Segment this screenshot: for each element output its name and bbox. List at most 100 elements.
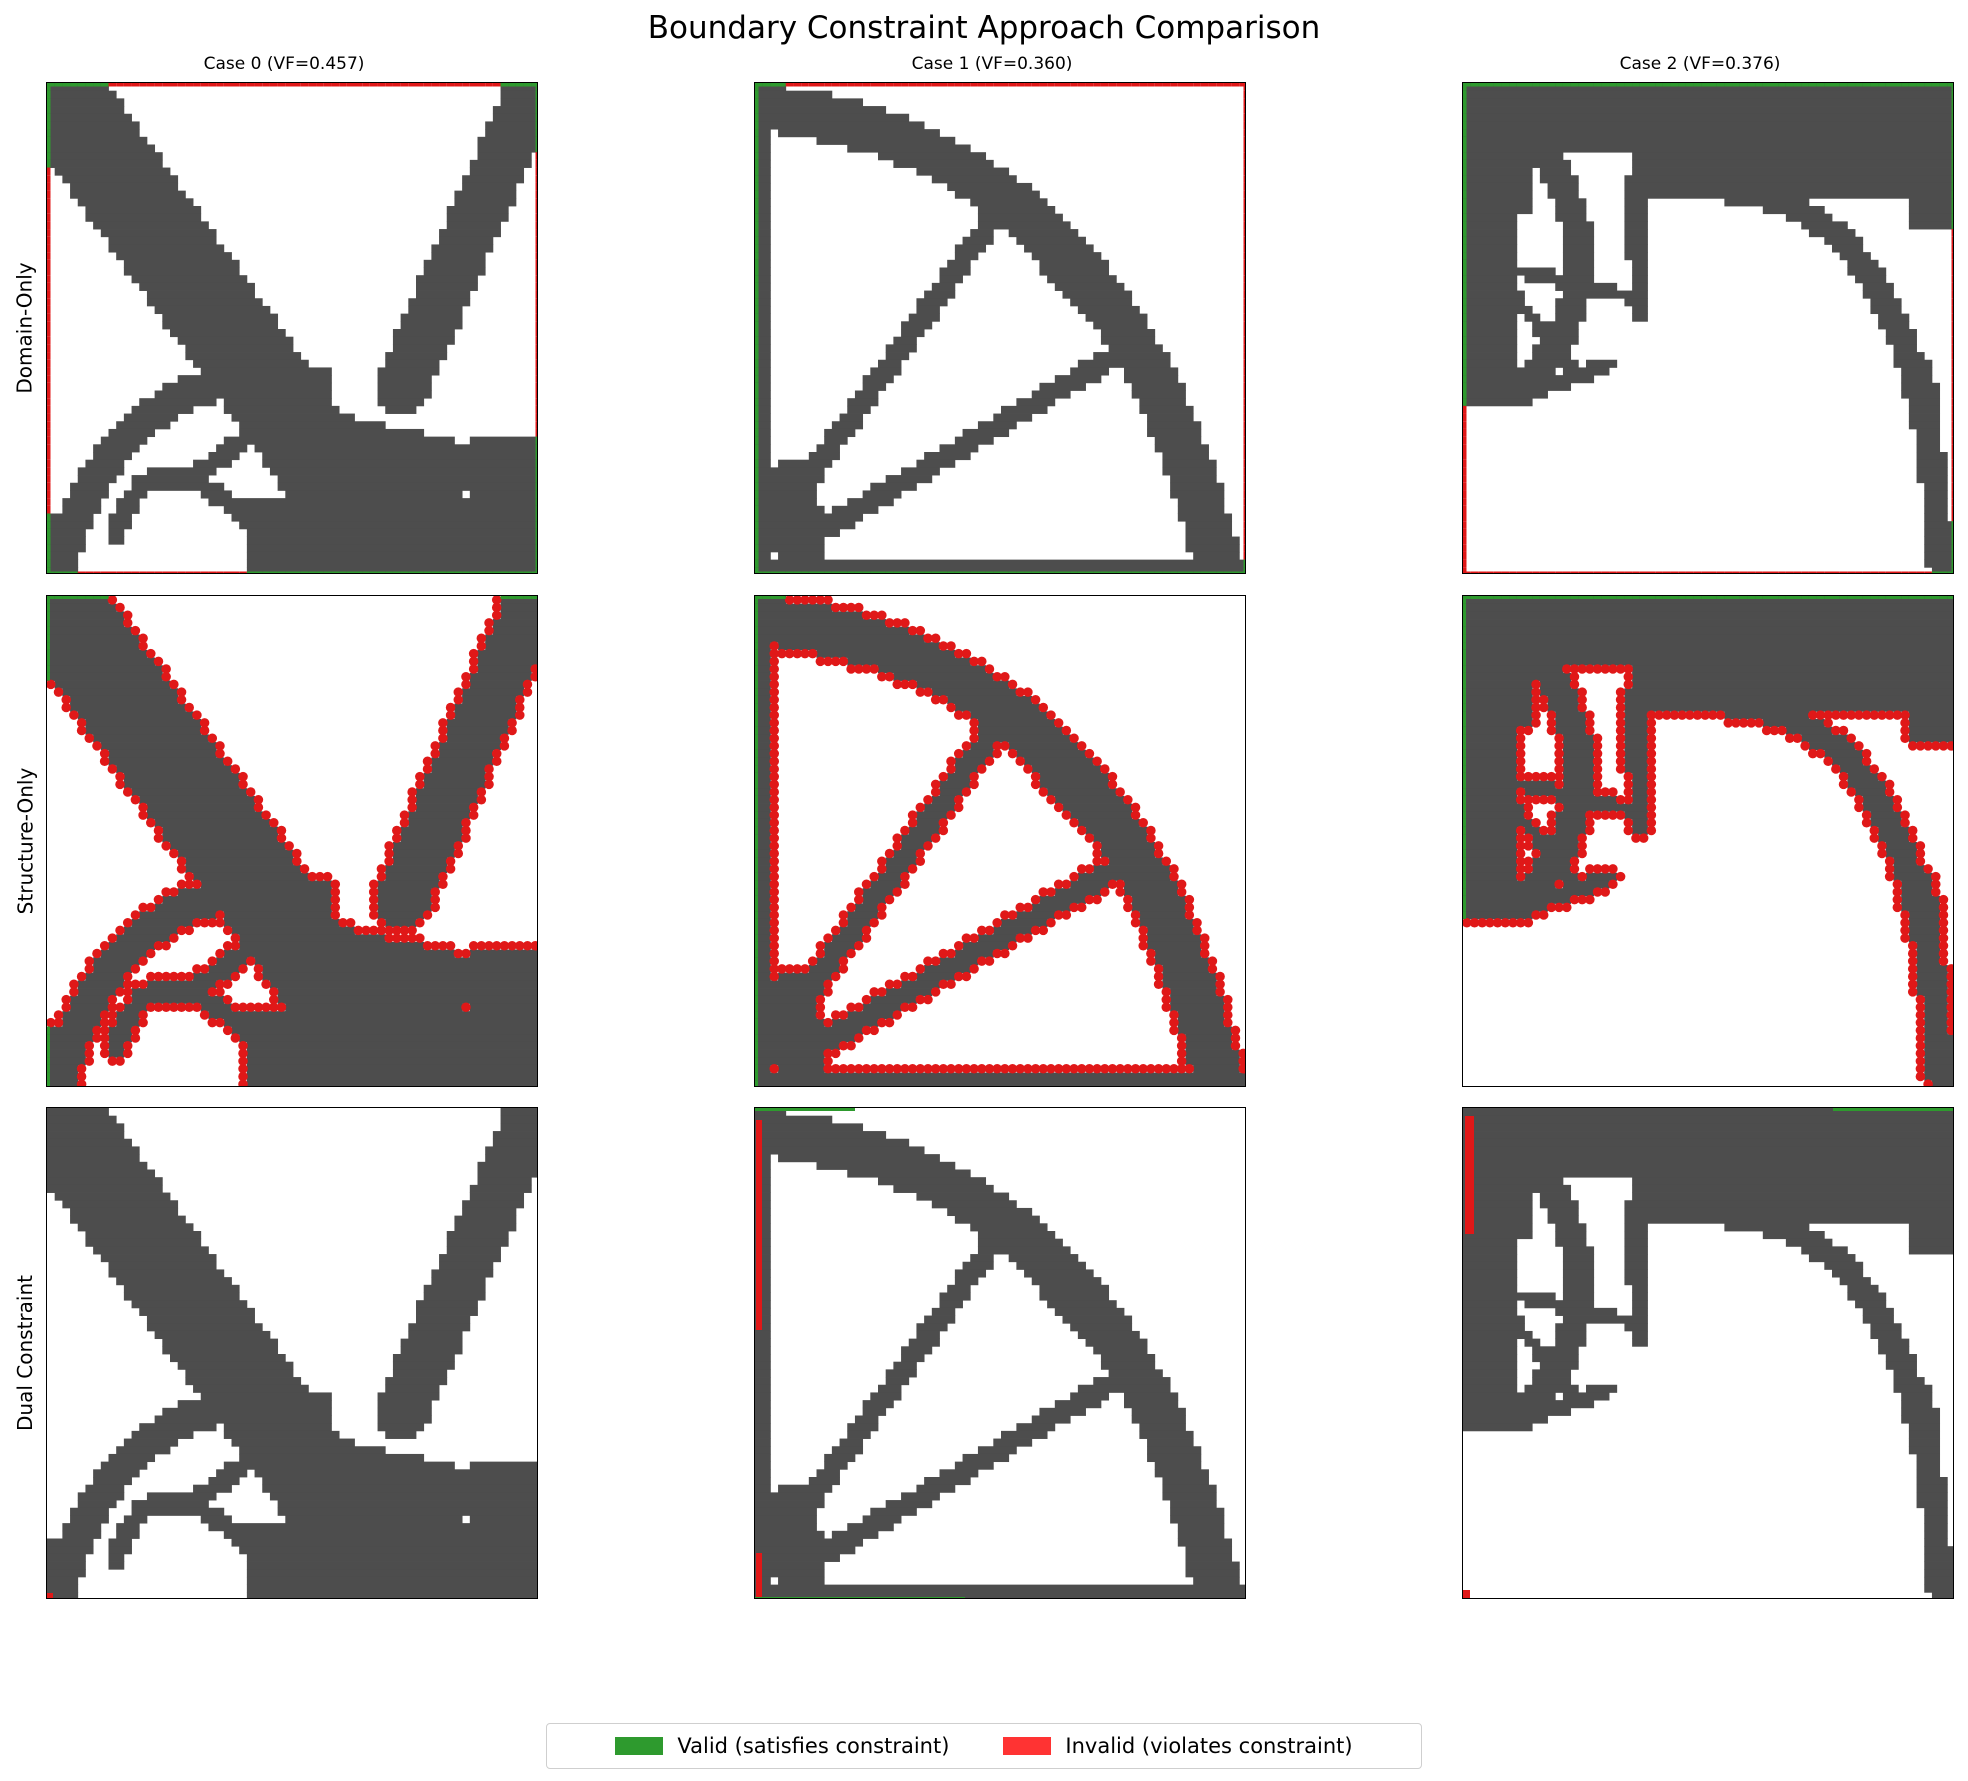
- boundary-mark-bottom: [154, 571, 163, 573]
- boundary-mark-left: [47, 528, 51, 537]
- invalid-boundary-point: [1731, 718, 1741, 728]
- boundary-mark-bottom: [893, 571, 902, 573]
- material-run: [423, 780, 486, 789]
- invalid-boundary-point: [1515, 841, 1526, 851]
- boundary-mark-top: [1070, 83, 1078, 87]
- material-run: [1093, 1377, 1171, 1386]
- boundary-mark-left: [47, 398, 51, 406]
- boundary-mark-right: [535, 298, 537, 306]
- material-run: [47, 1072, 79, 1081]
- invalid-boundary-point: [900, 971, 910, 982]
- valid-boundary-point: [93, 596, 101, 599]
- invalid-boundary-point: [769, 671, 779, 682]
- material-run: [1924, 1538, 1948, 1547]
- material-run: [755, 452, 771, 461]
- boundary-mark-top: [770, 83, 779, 87]
- material-run: [1908, 1430, 1941, 1439]
- material-run: [885, 1500, 933, 1509]
- material-run: [977, 1238, 1063, 1247]
- invalid-boundary-point: [1615, 756, 1626, 767]
- boundary-mark-right: [1951, 413, 1953, 422]
- material-run: [862, 490, 902, 499]
- material-run: [1154, 436, 1202, 445]
- invalid-boundary-point: [453, 841, 464, 851]
- boundary-mark-right: [1951, 375, 1953, 383]
- boundary-mark-bottom: [1200, 571, 1209, 573]
- material-run: [146, 467, 217, 476]
- invalid-boundary-point: [399, 818, 410, 828]
- invalid-boundary-point: [476, 787, 487, 797]
- material-run: [1885, 336, 1917, 345]
- boundary-mark-right: [1243, 106, 1245, 114]
- material-run: [1463, 144, 1953, 153]
- boundary-mark-right: [1951, 244, 1953, 253]
- invalid-boundary-point: [115, 925, 125, 936]
- boundary-mark-left: [47, 452, 51, 460]
- boundary-mark-bottom: [1670, 571, 1679, 573]
- invalid-boundary-point: [900, 679, 910, 690]
- material-run: [1924, 1523, 1948, 1532]
- invalid-boundary-point: [769, 779, 779, 790]
- material-run: [123, 926, 179, 935]
- valid-boundary-point: [47, 1057, 50, 1065]
- boundary-mark-top: [1039, 83, 1048, 87]
- material-run: [1463, 865, 1518, 874]
- material-run: [131, 1300, 248, 1309]
- boundary-mark-left: [47, 282, 51, 291]
- invalid-boundary-point: [1592, 664, 1603, 674]
- material-run: [1908, 1231, 1953, 1240]
- valid-boundary-point: [1586, 596, 1594, 599]
- material-run: [1924, 1584, 1953, 1593]
- invalid-boundary-point: [1176, 1033, 1187, 1043]
- boundary-mark-bottom: [485, 571, 493, 573]
- invalid-boundary-point: [907, 864, 918, 874]
- invalid-boundary-point: [84, 733, 95, 743]
- material-run: [1847, 780, 1887, 789]
- boundary-mark-left: [755, 321, 759, 329]
- valid-boundary-point: [755, 1034, 758, 1042]
- invalid-boundary-point: [1523, 841, 1534, 851]
- invalid-boundary-point: [1615, 871, 1626, 882]
- invalid-boundary-point: [515, 695, 525, 705]
- material-run: [385, 1377, 448, 1386]
- material-run: [1547, 695, 1579, 705]
- invalid-boundary-point: [392, 925, 402, 936]
- material-run: [916, 818, 940, 828]
- invalid-boundary-point: [1946, 741, 1953, 751]
- invalid-boundary-point: [199, 718, 210, 728]
- invalid-boundary-point: [99, 756, 110, 767]
- material-run: [1870, 1330, 1902, 1340]
- invalid-boundary-point: [807, 648, 818, 659]
- valid-boundary-point: [778, 596, 786, 599]
- invalid-boundary-point: [1076, 864, 1087, 874]
- material-run: [755, 444, 771, 453]
- material-run: [755, 367, 771, 376]
- material-run: [755, 1469, 771, 1478]
- material-run: [977, 1231, 1056, 1240]
- invalid-boundary-point: [838, 656, 849, 667]
- material-run: [1824, 749, 1864, 758]
- material-run: [162, 313, 279, 322]
- boundary-mark-top: [1678, 83, 1686, 87]
- material-run: [847, 1169, 971, 1178]
- invalid-boundary-point: [499, 941, 510, 951]
- material-run: [1847, 259, 1879, 268]
- boundary-mark-top: [1908, 83, 1917, 87]
- material-run: [162, 1338, 279, 1347]
- boundary-mark-top: [1793, 83, 1802, 87]
- invalid-boundary-point: [1808, 710, 1818, 720]
- material-run: [1463, 1384, 1518, 1393]
- invalid-boundary-point: [376, 864, 387, 874]
- legend-item-invalid: Invalid (violates constraint): [1003, 1734, 1353, 1758]
- material-run: [1924, 1553, 1953, 1562]
- panel-structure-only-case-0: [46, 595, 538, 1087]
- invalid-boundary-point: [1592, 771, 1603, 782]
- invalid-boundary-point: [507, 725, 517, 736]
- valid-boundary-point: [1601, 596, 1610, 599]
- material-run: [154, 1330, 271, 1340]
- invalid-boundary-point: [846, 902, 856, 913]
- invalid-boundary-point: [977, 656, 987, 667]
- boundary-mark-bottom: [755, 571, 763, 573]
- material-run: [1463, 826, 1518, 835]
- invalid-boundary-point: [1523, 864, 1534, 874]
